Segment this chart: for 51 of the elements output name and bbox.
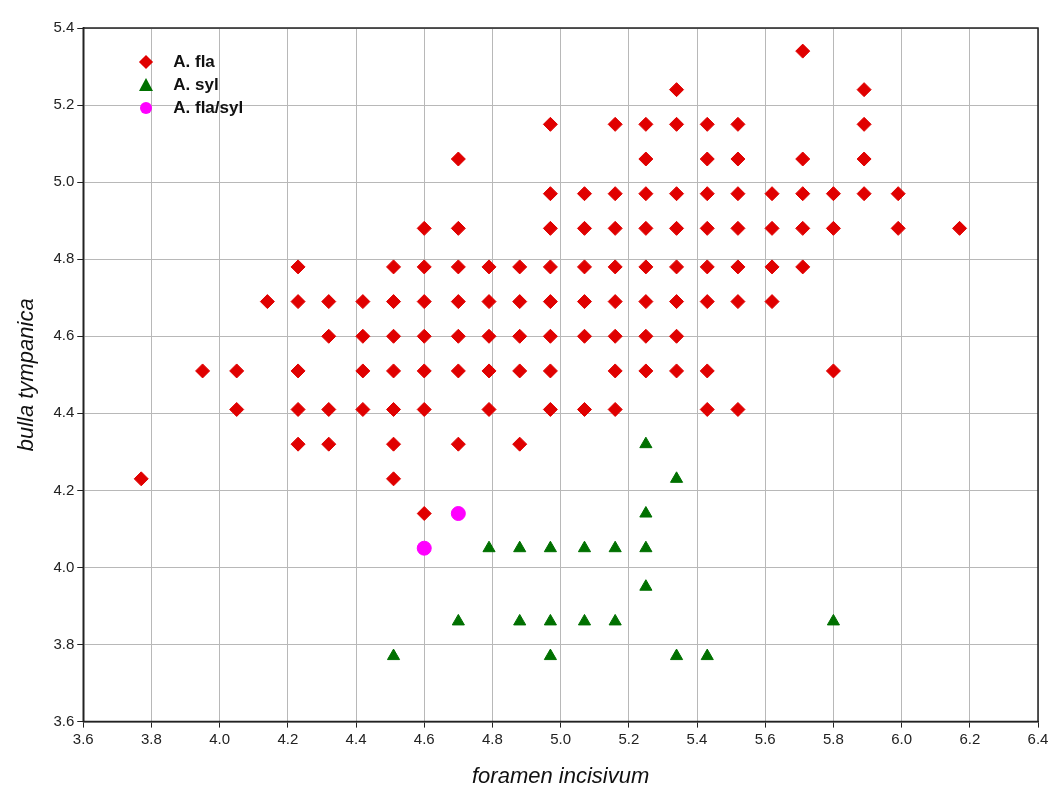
y-axis-title: bulla tympanica	[13, 298, 39, 452]
point	[639, 540, 653, 553]
x-tick-label: 5.8	[822, 729, 844, 747]
y-tick-label: 4.2	[53, 480, 75, 498]
x-tick-label: 4.2	[277, 729, 299, 747]
x-tick-label: 5.0	[550, 729, 572, 747]
y-tick-label: 4.4	[53, 403, 75, 421]
point	[451, 613, 465, 626]
x-tick-label: 6.2	[959, 729, 981, 747]
y-tick-label: 5.0	[53, 172, 75, 190]
x-tick-label: 4.6	[413, 729, 435, 747]
y-tick-label: 5.4	[53, 18, 75, 36]
point	[577, 613, 592, 626]
x-tick-label: 5.4	[686, 729, 708, 747]
point	[639, 579, 653, 591]
x-tick-label: 3.8	[141, 729, 162, 747]
point	[826, 613, 840, 626]
point	[543, 613, 557, 626]
x-axis-title: foramen incisivum	[471, 762, 650, 788]
point	[639, 436, 653, 449]
x-tick-label: 4.8	[482, 729, 503, 747]
x-tick-label: 5.6	[754, 729, 776, 747]
point	[386, 648, 401, 661]
x-tick-label: 6.4	[1027, 729, 1049, 747]
x-tick-label: 4.0	[209, 729, 231, 747]
legend-label: A. syl	[173, 74, 219, 95]
point	[577, 540, 592, 553]
x-tick-label: 3.6	[72, 729, 94, 747]
point	[670, 648, 684, 661]
point	[608, 613, 622, 626]
point	[513, 613, 527, 626]
y-tick-label: 5.2	[53, 95, 75, 113]
point	[513, 540, 527, 553]
y-tick-label: 4.0	[53, 557, 75, 575]
point	[700, 648, 714, 661]
point	[670, 471, 684, 483]
y-tick-label: 3.8	[53, 634, 75, 652]
y-tick-label: 3.6	[53, 711, 75, 729]
x-tick-label: 6.0	[891, 729, 913, 747]
legend-label: A. fla/syl	[173, 97, 244, 118]
y-tick-label: 4.8	[53, 249, 75, 267]
point	[608, 540, 622, 553]
point	[639, 506, 653, 518]
point	[482, 540, 496, 553]
y-tick-label: 4.6	[53, 326, 75, 344]
x-tick-label: 5.2	[618, 729, 640, 747]
x-tick-label: 4.4	[345, 729, 367, 747]
point	[416, 540, 432, 556]
point	[543, 648, 557, 661]
point	[543, 540, 557, 553]
legend-label: A. fla	[173, 51, 215, 72]
